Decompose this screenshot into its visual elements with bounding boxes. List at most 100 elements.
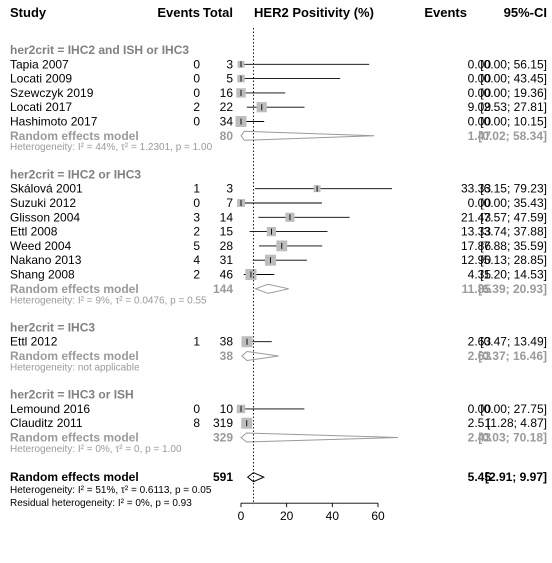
pooled-label: Random effects model <box>10 431 139 445</box>
pooled-estimate: 1.47 <box>468 129 492 143</box>
study-ci: [7.57; 47.59] <box>480 210 547 224</box>
pooled-estimate: 11.85 <box>462 282 492 296</box>
pooled-estimate: 2.43 <box>468 431 492 445</box>
study-events: 0 <box>193 86 200 100</box>
pooled-ci: [0.02; 58.34] <box>478 129 547 143</box>
study-estimate: 0.00 <box>468 86 492 100</box>
pooled-label: Random effects model <box>10 282 139 296</box>
heterogeneity-text: Heterogeneity: I² = 9%, τ² = 0.0476, p =… <box>10 295 207 306</box>
pooled-diamond <box>240 130 375 141</box>
header-positivity: HER2 Positivity (%) <box>254 5 374 20</box>
x-tick-label: 60 <box>371 509 385 523</box>
study-label: Ettl 2008 <box>10 225 58 239</box>
overall-total: 591 <box>213 470 233 484</box>
study-estimate: 0.00 <box>468 402 492 416</box>
pooled-ci: [6.39; 20.93] <box>478 282 547 296</box>
study-ci: [0.00; 43.45] <box>480 72 547 86</box>
study-estimate: 13.33 <box>461 225 491 239</box>
study-label: Tapia 2007 <box>10 57 69 71</box>
study-estimate: 0.00 <box>468 57 492 71</box>
study-ci: [5.13; 28.85] <box>480 253 547 267</box>
study-estimate: 4.35 <box>468 268 492 282</box>
heterogeneity-text: Heterogeneity: not applicable <box>10 362 140 373</box>
study-estimate: 12.90 <box>461 253 491 267</box>
study-total: 31 <box>220 253 234 267</box>
study-label: Lemound 2016 <box>10 402 90 416</box>
study-label: Nakano 2013 <box>10 253 82 267</box>
study-ci: [0.00; 56.15] <box>480 57 547 71</box>
study-total: 34 <box>220 115 234 129</box>
subgroup-label: her2crit = IHC3 or ISH <box>10 388 134 402</box>
study-label: Locati 2017 <box>10 100 72 114</box>
study-ci: [1.20; 14.53] <box>480 268 547 282</box>
study-ci: [0.00; 10.15] <box>480 115 547 129</box>
study-estimate: 0.00 <box>468 196 492 210</box>
x-tick-label: 40 <box>326 509 340 523</box>
study-label: Skálová 2001 <box>10 182 83 196</box>
study-label: Glisson 2004 <box>10 210 80 224</box>
study-ci: [0.00; 19.36] <box>480 86 547 100</box>
study-events: 1 <box>193 335 200 349</box>
pooled-total: 38 <box>220 349 234 363</box>
study-label: Szewczyk 2019 <box>10 86 94 100</box>
study-events: 0 <box>193 115 200 129</box>
study-total: 38 <box>220 335 234 349</box>
study-events: 3 <box>193 210 200 224</box>
study-ci: [0.00; 27.75] <box>480 402 547 416</box>
study-estimate: 9.09 <box>468 100 492 114</box>
study-total: 5 <box>226 72 233 86</box>
study-total: 10 <box>220 402 234 416</box>
study-events: 8 <box>193 416 200 430</box>
study-label: Suzuki 2012 <box>10 196 76 210</box>
study-label: Clauditz 2011 <box>10 416 83 430</box>
header-events: Events <box>157 5 200 20</box>
pooled-total: 144 <box>213 282 233 296</box>
study-estimate: 2.51 <box>468 416 492 430</box>
x-tick-label: 20 <box>280 509 294 523</box>
study-total: 319 <box>213 416 233 430</box>
pooled-diamond <box>241 350 279 362</box>
study-ci: [1.28; 4.87] <box>487 416 547 430</box>
study-estimate: 17.86 <box>461 239 491 253</box>
study-estimate: 2.63 <box>468 335 492 349</box>
study-events: 0 <box>193 72 200 86</box>
subgroup-label: her2crit = IHC2 or IHC3 <box>10 167 141 181</box>
study-total: 3 <box>226 57 233 71</box>
study-events: 2 <box>193 268 200 282</box>
study-ci: [2.53; 27.81] <box>480 100 547 114</box>
study-events: 0 <box>193 57 200 71</box>
study-total: 46 <box>220 268 234 282</box>
study-label: Ettl 2012 <box>10 335 58 349</box>
header-total: Total <box>203 5 233 20</box>
overall-heterogeneity: Heterogeneity: I² = 51%, τ² = 0.6113, p … <box>10 485 212 496</box>
pooled-ci: [0.37; 16.46] <box>478 349 547 363</box>
study-total: 28 <box>220 239 234 253</box>
overall-label: Random effects model <box>10 470 139 484</box>
study-label: Weed 2004 <box>10 239 71 253</box>
study-total: 7 <box>226 196 233 210</box>
pooled-diamond <box>254 283 289 294</box>
header-row: Study Events Total HER2 Positivity (%) E… <box>10 5 547 20</box>
pooled-total: 80 <box>220 129 234 143</box>
pooled-total: 329 <box>213 431 233 445</box>
study-total: 14 <box>220 210 234 224</box>
pooled-estimate: 2.63 <box>468 349 492 363</box>
study-total: 15 <box>220 225 234 239</box>
study-ci: [7.88; 35.59] <box>480 239 547 253</box>
study-events: 0 <box>193 402 200 416</box>
pooled-diamond <box>240 432 399 443</box>
study-estimate: 33.33 <box>461 182 491 196</box>
plot-layer: 0 20 40 60 <box>235 28 399 523</box>
overall-diamond <box>246 472 266 483</box>
overall-estimate: 5.45 <box>468 470 492 484</box>
x-tick-label: 0 <box>238 509 245 523</box>
subgroup-label: her2crit = IHC3 <box>10 320 95 334</box>
study-total: 16 <box>220 86 234 100</box>
pooled-label: Random effects model <box>10 129 139 143</box>
heterogeneity-text: Heterogeneity: I² = 44%, τ² = 1.2301, p … <box>10 142 213 153</box>
study-ci: [0.00; 35.43] <box>480 196 547 210</box>
pooled-label: Random effects model <box>10 349 139 363</box>
header-ci: 95%-CI <box>504 5 547 20</box>
